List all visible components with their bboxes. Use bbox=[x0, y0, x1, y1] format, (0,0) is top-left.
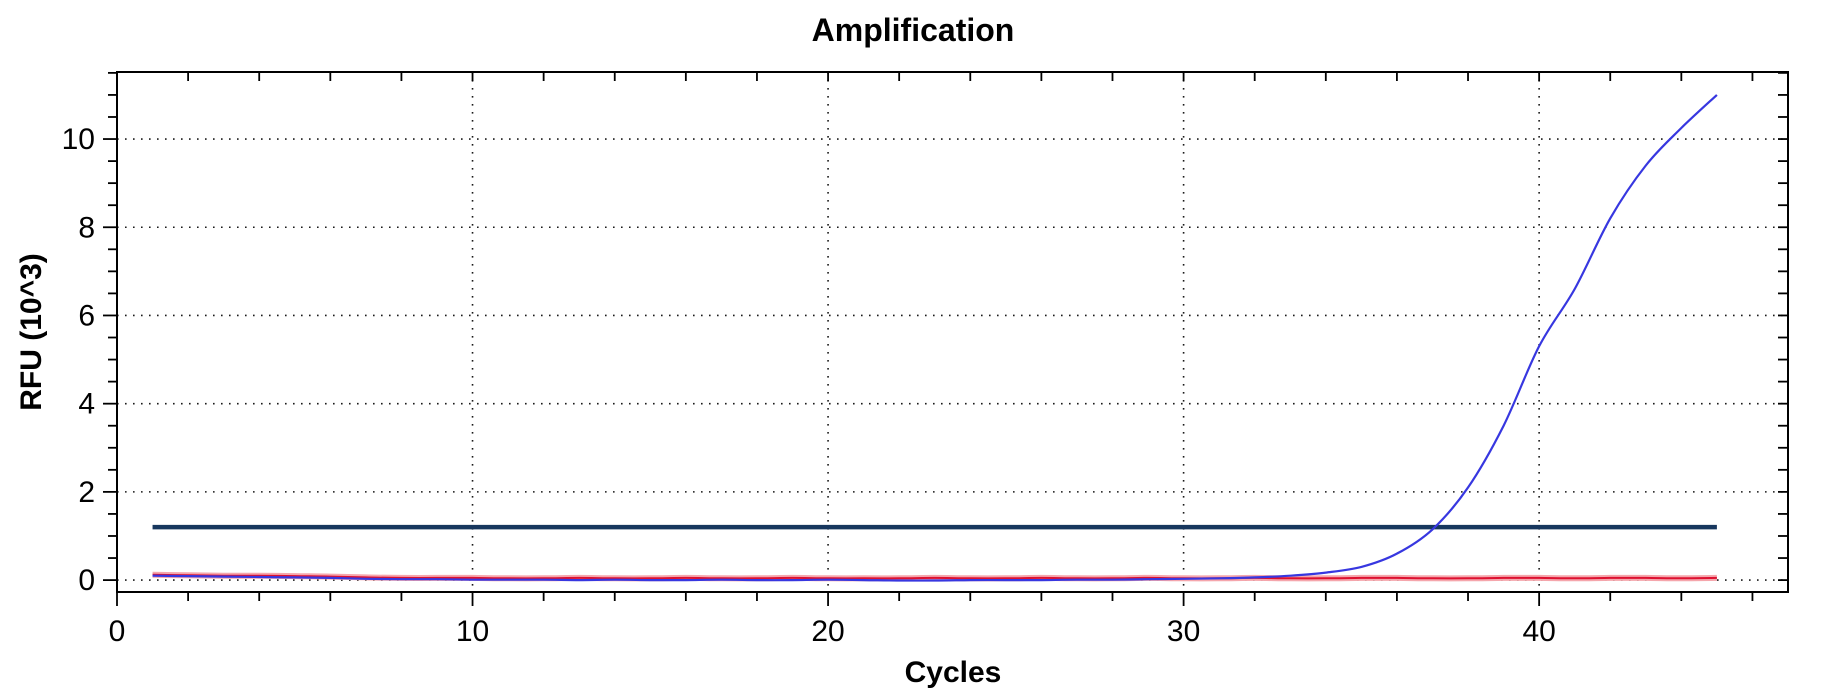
amplification-curve bbox=[152, 94, 1718, 582]
x-tick-label: 0 bbox=[109, 615, 126, 648]
x-tick-label: 30 bbox=[1167, 615, 1200, 648]
chart-title: Amplification bbox=[811, 12, 1015, 48]
y-tick-label: 4 bbox=[78, 388, 95, 421]
baseline-curve bbox=[152, 573, 1717, 580]
x-tick-label: 20 bbox=[811, 615, 844, 648]
y-tick-label: 0 bbox=[78, 564, 95, 597]
plot-border bbox=[116, 71, 1789, 593]
x-tick-label: 40 bbox=[1522, 615, 1555, 648]
y-tick-label: 8 bbox=[78, 211, 95, 244]
x-axis-title: Cycles bbox=[904, 656, 1002, 689]
y-tick-label: 10 bbox=[62, 123, 95, 156]
y-axis-title: RFU (10^3) bbox=[15, 253, 48, 411]
x-tick-label: 10 bbox=[456, 615, 489, 648]
y-tick-label: 6 bbox=[78, 299, 95, 332]
y-tick-label: 2 bbox=[78, 476, 95, 509]
